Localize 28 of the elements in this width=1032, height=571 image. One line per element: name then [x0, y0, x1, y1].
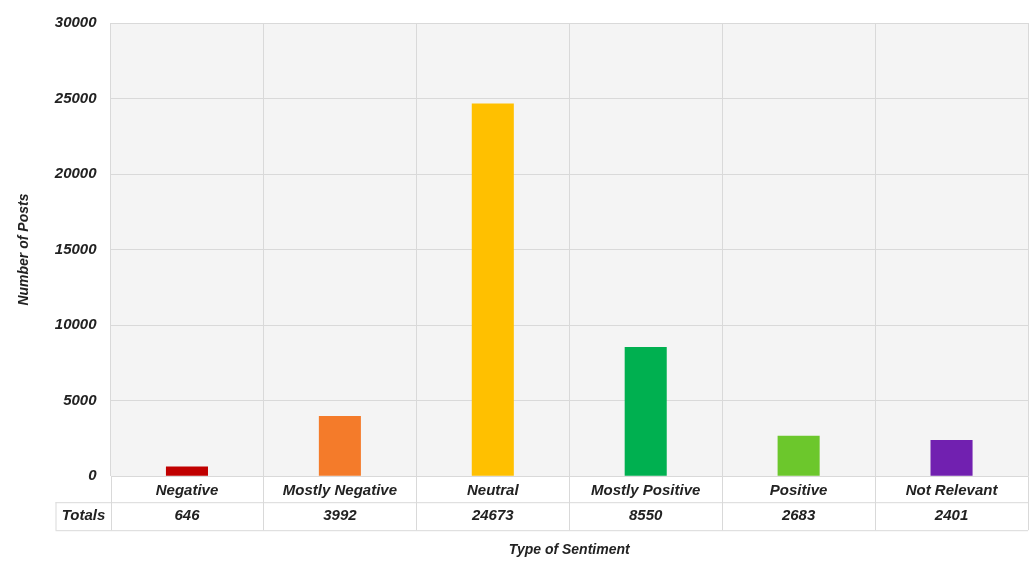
x-tick-label: Negative	[155, 481, 219, 499]
bar	[624, 347, 667, 476]
bar	[471, 103, 514, 476]
x-tick-label: Positive	[769, 481, 828, 499]
y-tick-label: 20000	[53, 164, 98, 182]
x-tick-label: Not Relevant	[905, 481, 999, 499]
x-axis-title: Type of Sentiment	[508, 541, 631, 558]
bar	[777, 435, 820, 476]
bar	[165, 466, 208, 476]
data-label: 8550	[629, 506, 664, 524]
y-tick-label: 15000	[54, 239, 98, 257]
x-tick-label: Mostly Positive	[591, 481, 701, 499]
x-tick-label: Neutral	[466, 481, 520, 499]
bar	[930, 439, 973, 476]
y-tick-label: 25000	[53, 88, 98, 106]
y-tick-label: 0	[88, 466, 98, 484]
data-label: 646	[174, 506, 201, 524]
y-tick-label: 10000	[54, 315, 98, 333]
y-tick-label: 5000	[63, 390, 98, 408]
y-tick-label: 30000	[54, 13, 98, 31]
text: Totals	[61, 506, 106, 524]
data-label: 2401	[933, 506, 969, 524]
x-tick-label: Mostly Negative	[282, 481, 397, 499]
data-label: 2683	[780, 506, 816, 524]
data-label: 3992	[323, 506, 358, 524]
data-label: 24673	[470, 506, 515, 524]
y-axis-title: Number of Posts	[15, 193, 32, 306]
bar	[318, 415, 361, 476]
